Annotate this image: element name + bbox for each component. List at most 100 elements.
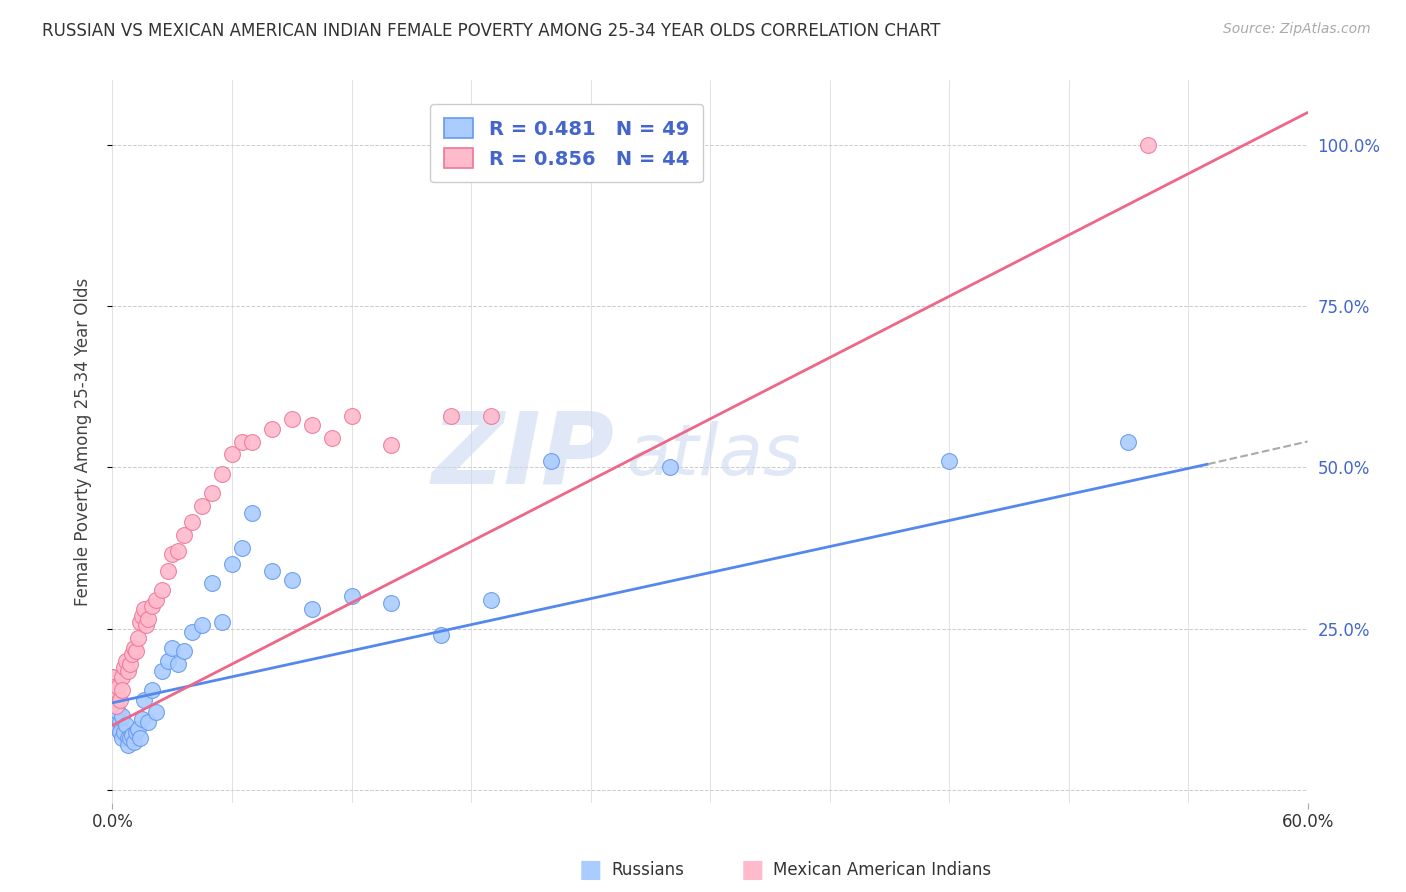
Point: [211, 615, 233, 630]
Point: [124, 640, 146, 655]
Text: atlas: atlas: [627, 422, 801, 491]
Point: [167, 544, 190, 558]
Point: [105, 699, 128, 714]
Point: [141, 682, 163, 697]
Point: [162, 548, 183, 562]
Point: [240, 434, 263, 449]
Point: [131, 608, 153, 623]
Point: [121, 648, 143, 662]
Point: [1118, 434, 1140, 449]
Point: [110, 724, 132, 739]
Point: [281, 573, 304, 587]
Point: [479, 409, 502, 423]
Point: [105, 712, 128, 726]
Point: [129, 615, 152, 630]
Point: [145, 592, 167, 607]
Point: [659, 460, 682, 475]
Point: [201, 576, 224, 591]
Point: [101, 670, 124, 684]
Y-axis label: Female Poverty Among 25-34 Year Olds: Female Poverty Among 25-34 Year Olds: [73, 277, 91, 606]
Point: [191, 618, 214, 632]
Point: [321, 431, 343, 445]
Point: [105, 699, 128, 714]
Point: [221, 557, 243, 571]
Point: [117, 664, 139, 678]
Point: [167, 657, 190, 672]
Point: [138, 612, 160, 626]
Point: [120, 731, 142, 746]
Point: [150, 582, 173, 597]
Point: [115, 654, 138, 668]
Point: [430, 628, 453, 642]
Point: [479, 592, 502, 607]
Point: [105, 682, 128, 697]
Text: Mexican American Indians: Mexican American Indians: [773, 861, 991, 879]
Point: [181, 515, 204, 529]
Point: [134, 692, 156, 706]
Point: [260, 422, 283, 436]
Point: [191, 499, 214, 513]
Text: ■: ■: [741, 858, 763, 881]
Point: [440, 409, 463, 423]
Point: [107, 722, 129, 736]
Point: [110, 692, 132, 706]
Point: [111, 731, 134, 746]
Point: [231, 541, 253, 555]
Point: [221, 447, 243, 461]
Point: [135, 618, 157, 632]
Point: [120, 657, 142, 672]
Point: [117, 738, 139, 752]
Point: [127, 722, 149, 736]
Point: [115, 718, 138, 732]
Point: [107, 680, 129, 694]
Point: [231, 434, 253, 449]
Point: [1137, 137, 1160, 152]
Point: [340, 590, 363, 604]
Point: [134, 602, 156, 616]
Point: [114, 724, 135, 739]
Point: [121, 728, 143, 742]
Point: [145, 706, 167, 720]
Point: [111, 682, 134, 697]
Text: Source: ZipAtlas.com: Source: ZipAtlas.com: [1223, 22, 1371, 37]
Text: ZIP: ZIP: [432, 408, 614, 505]
Point: [141, 599, 163, 613]
Point: [129, 731, 152, 746]
Point: [301, 602, 323, 616]
Point: [157, 654, 180, 668]
Point: [110, 715, 132, 730]
Point: [107, 706, 129, 720]
Point: [211, 467, 233, 481]
Point: [173, 644, 195, 658]
Point: [340, 409, 363, 423]
Point: [117, 731, 139, 746]
Point: [540, 454, 562, 468]
Point: [131, 712, 153, 726]
Point: [301, 418, 323, 433]
Text: Russians: Russians: [612, 861, 685, 879]
Point: [103, 680, 125, 694]
Point: [938, 454, 960, 468]
Point: [162, 640, 183, 655]
Point: [380, 438, 402, 452]
Text: ■: ■: [579, 858, 602, 881]
Point: [114, 660, 135, 674]
Point: [125, 724, 148, 739]
Point: [380, 596, 402, 610]
Point: [101, 670, 124, 684]
Point: [127, 632, 149, 646]
Point: [201, 486, 224, 500]
Point: [125, 644, 148, 658]
Text: RUSSIAN VS MEXICAN AMERICAN INDIAN FEMALE POVERTY AMONG 25-34 YEAR OLDS CORRELAT: RUSSIAN VS MEXICAN AMERICAN INDIAN FEMAL…: [42, 22, 941, 40]
Point: [281, 412, 304, 426]
Point: [173, 528, 195, 542]
Point: [138, 715, 160, 730]
Point: [260, 564, 283, 578]
Point: [103, 692, 125, 706]
Point: [111, 708, 134, 723]
Point: [181, 624, 204, 639]
Point: [124, 734, 146, 748]
Legend: R = 0.481   N = 49, R = 0.856   N = 44: R = 0.481 N = 49, R = 0.856 N = 44: [430, 104, 703, 183]
Point: [103, 680, 125, 694]
Point: [240, 506, 263, 520]
